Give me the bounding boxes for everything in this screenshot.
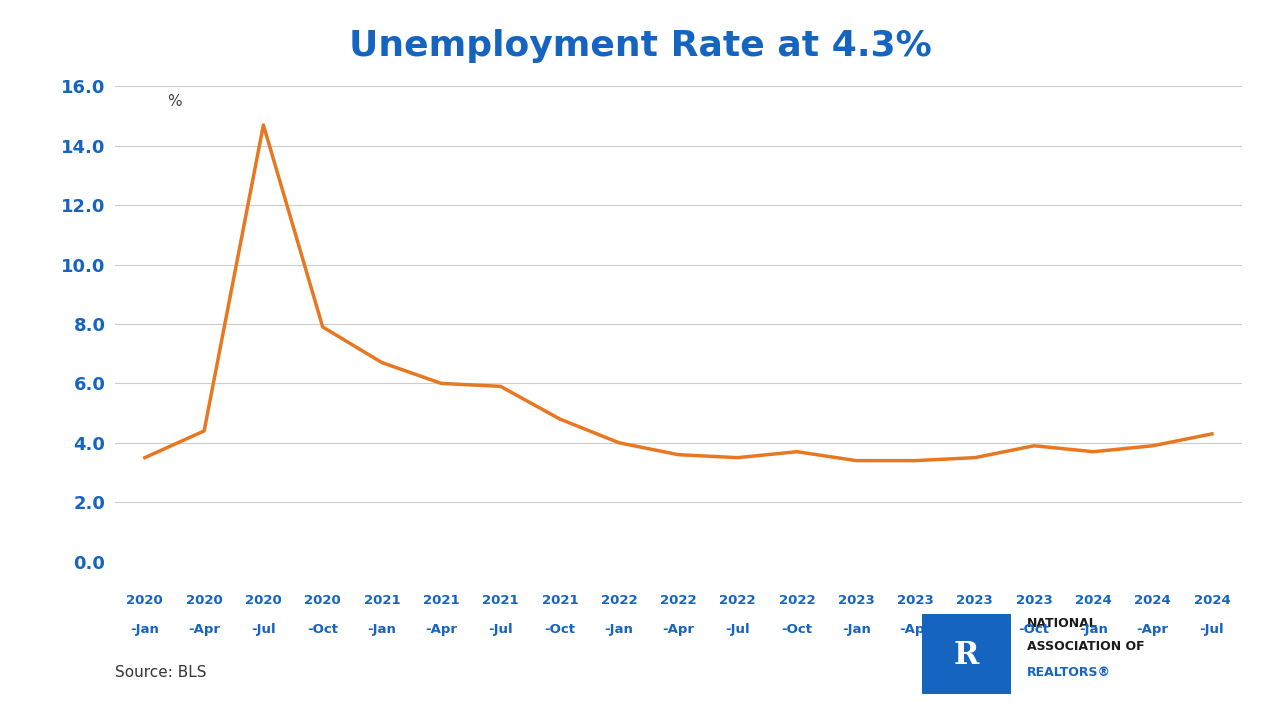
Text: 2022: 2022 [660, 594, 696, 607]
Text: -Jul: -Jul [251, 623, 275, 636]
Text: -Apr: -Apr [188, 623, 220, 636]
Text: 2023: 2023 [1016, 594, 1052, 607]
Text: 2020: 2020 [305, 594, 340, 607]
Text: NATIONAL: NATIONAL [1027, 617, 1098, 630]
Text: -Apr: -Apr [663, 623, 695, 636]
Text: 2022: 2022 [719, 594, 756, 607]
Text: -Jul: -Jul [488, 623, 513, 636]
Text: 2024: 2024 [1075, 594, 1112, 607]
Text: 2020: 2020 [244, 594, 282, 607]
Text: -Apr: -Apr [900, 623, 932, 636]
Text: -Apr: -Apr [1137, 623, 1169, 636]
Text: 2023: 2023 [838, 594, 874, 607]
Text: 2024: 2024 [1193, 594, 1230, 607]
Text: -Jul: -Jul [963, 623, 987, 636]
Text: Source: BLS: Source: BLS [115, 665, 206, 680]
Text: 2023: 2023 [897, 594, 934, 607]
Text: 2021: 2021 [364, 594, 401, 607]
Text: -Jan: -Jan [604, 623, 634, 636]
Text: R: R [954, 639, 979, 670]
Text: -Oct: -Oct [544, 623, 575, 636]
Text: 2022: 2022 [778, 594, 815, 607]
Text: 2024: 2024 [1134, 594, 1171, 607]
Text: %: % [168, 94, 182, 109]
Text: Unemployment Rate at 4.3%: Unemployment Rate at 4.3% [348, 29, 932, 63]
Text: -Oct: -Oct [782, 623, 813, 636]
Text: 2022: 2022 [600, 594, 637, 607]
Text: -Jan: -Jan [131, 623, 159, 636]
Text: -Jan: -Jan [842, 623, 870, 636]
Text: -Jan: -Jan [1079, 623, 1107, 636]
Text: -Oct: -Oct [307, 623, 338, 636]
Text: 2023: 2023 [956, 594, 993, 607]
Text: -Jul: -Jul [1199, 623, 1224, 636]
Text: REALTORS®: REALTORS® [1027, 666, 1111, 679]
Text: -Jul: -Jul [726, 623, 750, 636]
Text: 2021: 2021 [483, 594, 518, 607]
Text: -Oct: -Oct [1019, 623, 1050, 636]
Text: 2020: 2020 [186, 594, 223, 607]
FancyBboxPatch shape [922, 614, 1011, 694]
Text: 2020: 2020 [127, 594, 164, 607]
Text: 2021: 2021 [541, 594, 579, 607]
Text: -Apr: -Apr [425, 623, 457, 636]
Text: -Jan: -Jan [367, 623, 397, 636]
Text: 2021: 2021 [422, 594, 460, 607]
Text: ASSOCIATION OF: ASSOCIATION OF [1027, 640, 1144, 654]
